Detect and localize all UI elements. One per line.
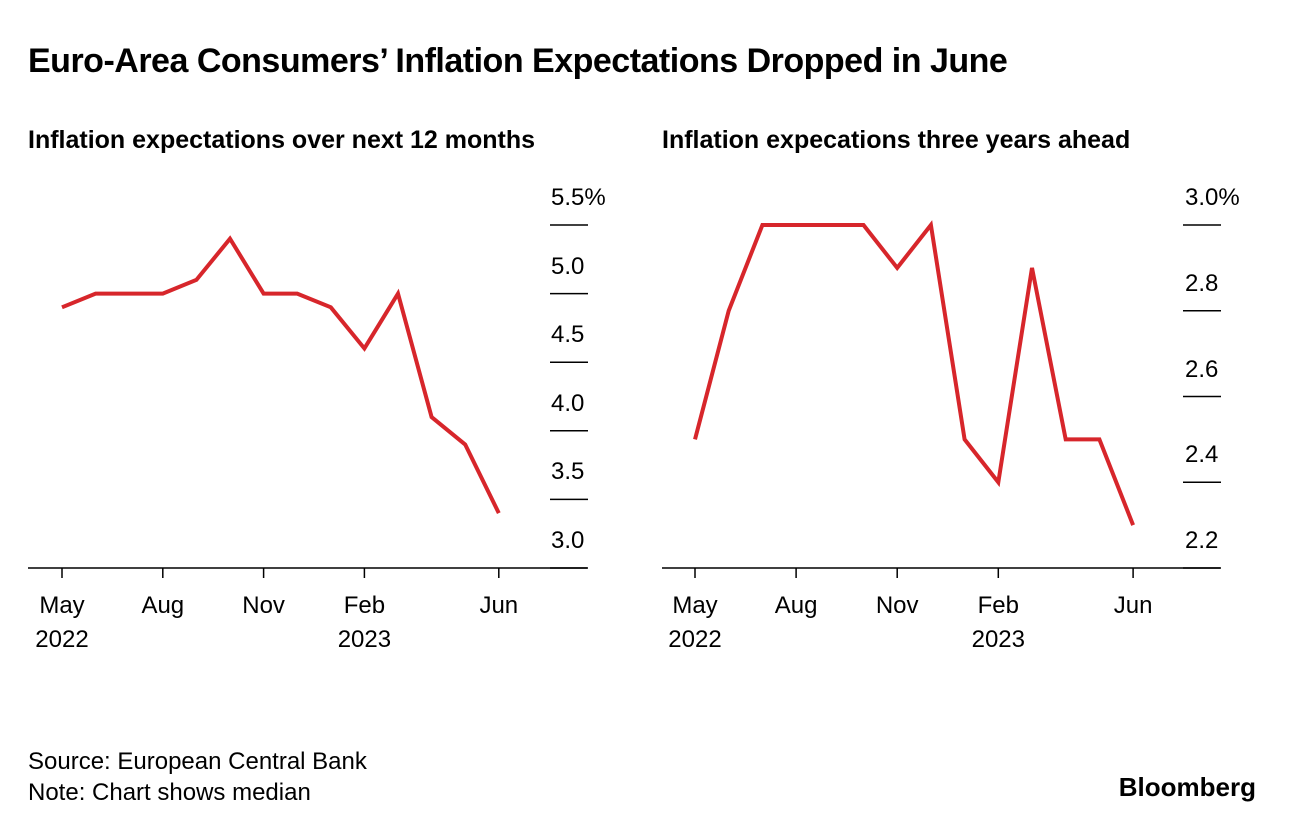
x-tick-label: May 2022	[668, 592, 722, 653]
note: Note: Chart shows median	[28, 779, 311, 806]
data-line	[61, 235, 501, 514]
x-tick-label: Feb 2023	[971, 592, 1025, 653]
y-tick-label: 4.0	[551, 389, 585, 417]
x-tick-label: Nov	[875, 592, 919, 619]
x-tick-label: Nov	[242, 592, 285, 619]
x-tick-label: Aug	[774, 592, 818, 619]
brand: Bloomberg	[1118, 772, 1256, 802]
source: Source: European Central Bank	[28, 748, 367, 775]
y-tick-label: 2.8	[1185, 269, 1219, 297]
y-tick-label: 3.5	[551, 458, 585, 486]
y-tick-label: 5.5%	[551, 184, 606, 211]
y-tick-label: 2.2	[1185, 527, 1219, 554]
x-tick-label: Feb 2023	[337, 592, 392, 653]
y-tick-label: 3.0%	[1185, 184, 1240, 211]
x-tick-label: May 2022	[35, 592, 89, 653]
x-tick-label: Jun	[1113, 592, 1153, 619]
y-tick-label: 3.0	[551, 527, 585, 554]
y-tick-label: 4.5	[551, 321, 585, 349]
y-tick-label: 2.4	[1185, 441, 1219, 469]
title: Euro-Area Consumers’ Inflation Expectati…	[28, 42, 1008, 80]
y-tick-label: 2.6	[1185, 355, 1219, 383]
y-tick-label: 5.0	[551, 252, 585, 280]
x-tick-label: Aug	[141, 592, 185, 619]
x-tick-label: Jun	[479, 592, 519, 619]
chart-subtitle: Inflation expectations over next 12 mont…	[28, 126, 536, 154]
data-line	[693, 220, 1135, 526]
chart-subtitle: Inflation expecations three years ahead	[662, 126, 1131, 154]
